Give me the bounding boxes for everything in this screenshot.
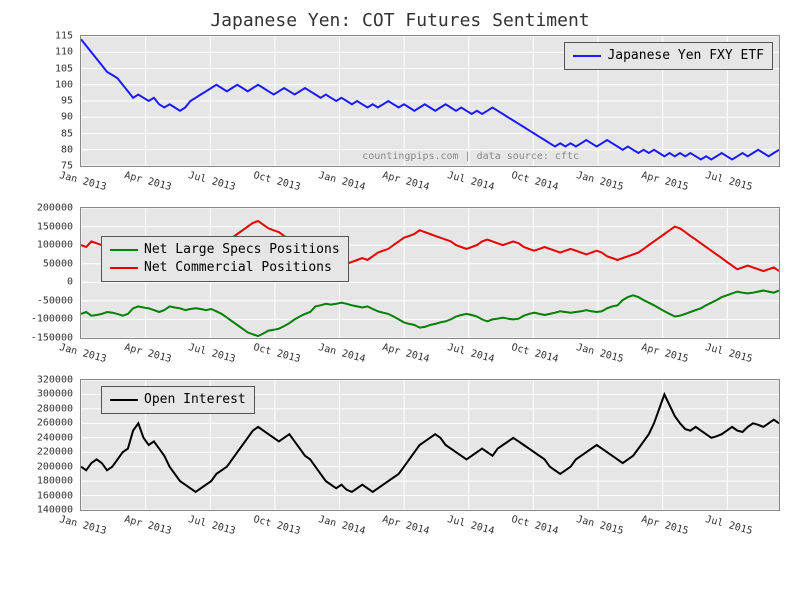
y-tick-label: 90 [61, 112, 73, 123]
y-tick-label: 150000 [37, 221, 73, 232]
y-tick-label: 105 [55, 63, 73, 74]
y-tick-label: 100000 [37, 240, 73, 251]
x-tick-label: Apr 2013 [123, 342, 172, 365]
x-tick-label: Jan 2013 [58, 170, 107, 193]
x-tick-label: Jan 2013 [58, 342, 107, 365]
x-tick-label: Oct 2014 [511, 514, 560, 537]
y-tick-label: 0 [67, 277, 73, 288]
x-tick-label: Jul 2015 [704, 342, 753, 365]
open-interest-panel: 1400001600001800002000002200002400002600… [80, 379, 780, 511]
x-tick-label: Oct 2014 [511, 342, 560, 365]
chart-title: Japanese Yen: COT Futures Sentiment [10, 10, 790, 31]
x-tick-label: Apr 2013 [123, 170, 172, 193]
panel3-legend: Open Interest [101, 386, 255, 414]
y-tick-label: 200000 [37, 461, 73, 472]
y-tick-label: 100 [55, 79, 73, 90]
x-tick-label: Jul 2015 [704, 170, 753, 193]
x-tick-label: Jan 2015 [575, 514, 624, 537]
panel2-x-axis: Jan 2013Apr 2013Jul 2013Oct 2013Jan 2014… [81, 340, 779, 370]
x-tick-label: Jul 2013 [187, 342, 236, 365]
legend-label: Open Interest [144, 391, 246, 409]
y-tick-label: 260000 [37, 418, 73, 429]
y-tick-label: 300000 [37, 389, 73, 400]
y-tick-label: 280000 [37, 403, 73, 414]
x-tick-label: Jul 2014 [446, 342, 495, 365]
x-tick-label: Apr 2014 [381, 342, 430, 365]
price-panel: 7580859095100105110115 countingpips.com … [80, 35, 780, 167]
panel1-legend: Japanese Yen FXY ETF [564, 42, 773, 70]
chart-container: Japanese Yen: COT Futures Sentiment 7580… [10, 10, 790, 590]
y-tick-label: 50000 [43, 258, 73, 269]
x-tick-label: Jul 2015 [704, 514, 753, 537]
legend-swatch [110, 249, 138, 251]
y-tick-label: -150000 [31, 333, 73, 344]
x-tick-label: Jan 2014 [317, 170, 366, 193]
x-tick-label: Apr 2013 [123, 514, 172, 537]
panel3-y-axis: 1400001600001800002000002200002400002600… [19, 380, 77, 510]
watermark: countingpips.com | data source: cftc [362, 151, 579, 162]
x-tick-label: Jul 2013 [187, 514, 236, 537]
x-tick-label: Apr 2015 [640, 342, 689, 365]
legend-item: Net Commercial Positions [110, 259, 340, 277]
x-tick-label: Jan 2015 [575, 342, 624, 365]
x-tick-label: Jul 2013 [187, 170, 236, 193]
legend-label: Japanese Yen FXY ETF [607, 47, 764, 65]
x-tick-label: Jan 2014 [317, 342, 366, 365]
x-tick-label: Apr 2015 [640, 514, 689, 537]
x-tick-label: Oct 2013 [252, 514, 301, 537]
y-tick-label: -50000 [37, 295, 73, 306]
legend-swatch [573, 55, 601, 57]
y-tick-label: 160000 [37, 490, 73, 501]
legend-item: Japanese Yen FXY ETF [573, 47, 764, 65]
x-tick-label: Oct 2013 [252, 170, 301, 193]
legend-label: Net Commercial Positions [144, 259, 332, 277]
y-tick-label: -100000 [31, 314, 73, 325]
y-tick-label: 200000 [37, 203, 73, 214]
y-tick-label: 85 [61, 128, 73, 139]
positions-panel: -150000-100000-5000005000010000015000020… [80, 207, 780, 339]
x-tick-label: Oct 2013 [252, 342, 301, 365]
legend-swatch [110, 399, 138, 401]
legend-label: Net Large Specs Positions [144, 241, 340, 259]
y-tick-label: 80 [61, 144, 73, 155]
x-tick-label: Apr 2015 [640, 170, 689, 193]
y-tick-label: 180000 [37, 476, 73, 487]
panel2-legend: Net Large Specs PositionsNet Commercial … [101, 236, 349, 282]
panel2-y-axis: -150000-100000-5000005000010000015000020… [19, 208, 77, 338]
x-tick-label: Jan 2014 [317, 514, 366, 537]
x-tick-label: Jan 2015 [575, 170, 624, 193]
x-tick-label: Apr 2014 [381, 170, 430, 193]
y-tick-label: 220000 [37, 447, 73, 458]
y-tick-label: 240000 [37, 432, 73, 443]
legend-swatch [110, 267, 138, 269]
y-tick-label: 115 [55, 31, 73, 42]
x-tick-label: Apr 2014 [381, 514, 430, 537]
x-tick-label: Jul 2014 [446, 514, 495, 537]
panel1-y-axis: 7580859095100105110115 [19, 36, 77, 166]
y-tick-label: 320000 [37, 375, 73, 386]
panel1-x-axis: Jan 2013Apr 2013Jul 2013Oct 2013Jan 2014… [81, 168, 779, 198]
x-tick-label: Jul 2014 [446, 170, 495, 193]
legend-item: Open Interest [110, 391, 246, 409]
y-tick-label: 110 [55, 47, 73, 58]
y-tick-label: 140000 [37, 505, 73, 516]
legend-item: Net Large Specs Positions [110, 241, 340, 259]
y-tick-label: 95 [61, 96, 73, 107]
x-tick-label: Jan 2013 [58, 514, 107, 537]
x-tick-label: Oct 2014 [511, 170, 560, 193]
panel3-x-axis: Jan 2013Apr 2013Jul 2013Oct 2013Jan 2014… [81, 512, 779, 542]
